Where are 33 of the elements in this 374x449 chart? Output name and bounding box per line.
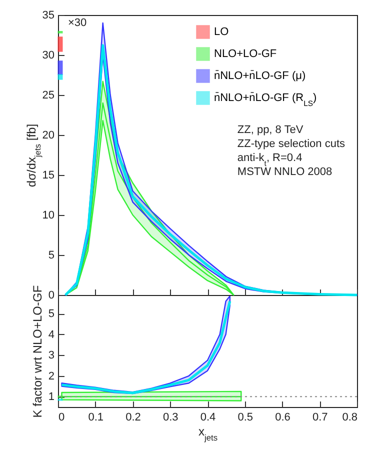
legend-label: NLO+LO-GF [214,48,277,60]
y-tick-label: 20 [42,130,54,142]
legend-label: n̄NLO+n̄LO-GF (μ) [214,69,306,82]
annotation: ZZ, pp, 8 TeV [237,124,304,136]
legend-label: LO [214,26,230,38]
legend-label: n̄NLO+n̄LO-GF (R$_{LS}$) [214,91,317,108]
x-tick-label: 0 [58,412,65,424]
x-tick-label: 0.4 [200,412,216,424]
y-tick-label: 35 [42,10,54,22]
y-tick-label: 30 [42,50,54,62]
x-axis-title: x$_{jets}$ [198,424,218,442]
x-tick-label: 0.7 [312,412,328,424]
annotation: MSTW NNLO 2008 [237,166,332,178]
annotation: ×30 [68,17,87,29]
y-tick-label: 5 [48,250,54,262]
x-tick-label: 0.6 [275,412,290,424]
annotation: ZZ-type selection cuts [237,138,346,150]
x-tick-label: 0.8 [342,412,358,424]
y-tick-label: 0 [48,290,54,302]
y-tick-label: 4 [48,328,54,341]
y-tick-label: 5 [48,308,54,320]
y-tick-label: 3 [48,350,54,362]
y-tick-label: 15 [42,170,54,182]
y-tick-label: 1 [48,391,54,404]
y-axis-title: K factor wrt NLO+LO-GF [30,285,44,418]
x-tick-label: 0.3 [162,412,178,424]
x-tick-label: 0.2 [126,412,141,424]
y-tick-label: 2 [48,370,54,382]
annotation: anti-k$_{t}$, R=0.4 [237,152,302,168]
y-tick-label: 10 [42,210,54,222]
y-tick-label: 25 [42,90,54,102]
x-tick-label: 0.1 [88,412,104,424]
x-tick-label: 0.5 [238,412,254,424]
